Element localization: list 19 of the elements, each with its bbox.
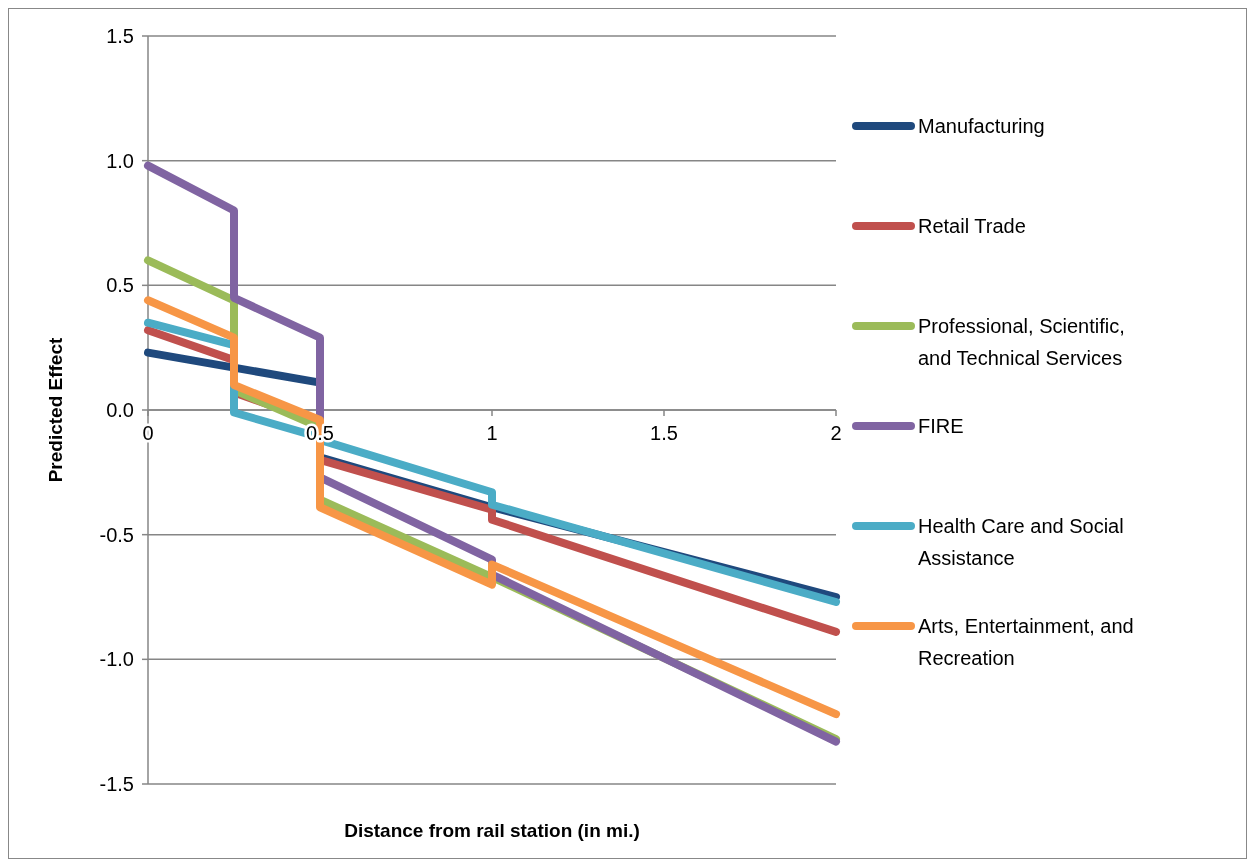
x-tick-label: 1.5 [650,422,678,444]
x-tick-label: 2 [830,422,842,444]
x-tick-label: 0 [142,422,154,444]
legend-label: Manufacturing [918,115,1045,137]
legend-label: Health Care and Social Assistance [918,515,1124,569]
y-tick-label: 0.5 [106,274,134,297]
legend-label: Professional, Scientific, and Technical Services [918,315,1125,369]
legend-label: Retail Trade [918,215,1026,237]
y-tick-label: 1.0 [106,149,134,172]
x-axis-title: Distance from rail station (in mi.) [344,820,640,841]
y-tick-label: 1.5 [106,25,134,47]
y-tick-label: -1.5 [99,773,134,795]
y-tick-label: 0.0 [106,399,134,421]
x-tick-label: 1 [486,422,498,444]
legend-label: Arts, Entertainment, and Recreation [918,615,1134,669]
legend-label: FIRE [918,415,964,437]
y-axis-title: Predicted Effect [45,337,66,483]
y-tick-label: -1.0 [99,648,134,671]
y-tick-label: -0.5 [99,523,134,546]
